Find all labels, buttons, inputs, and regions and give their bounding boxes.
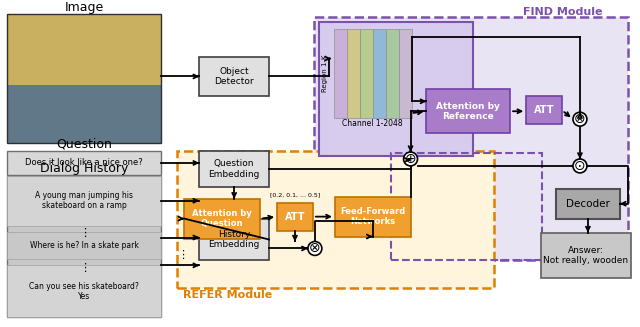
FancyBboxPatch shape [334, 29, 347, 118]
FancyBboxPatch shape [177, 151, 494, 288]
Text: Attention by
Reference: Attention by Reference [436, 102, 500, 121]
Text: ATT: ATT [534, 105, 554, 115]
FancyBboxPatch shape [314, 17, 628, 260]
FancyBboxPatch shape [199, 219, 269, 260]
Text: Channel 1-2048: Channel 1-2048 [342, 119, 403, 128]
Text: ⊗: ⊗ [309, 241, 321, 255]
Text: Object
Detector: Object Detector [214, 67, 254, 86]
Text: Answer:
Not really, wooden: Answer: Not really, wooden [543, 246, 628, 265]
FancyBboxPatch shape [7, 151, 161, 175]
FancyBboxPatch shape [556, 189, 620, 219]
Text: Region 1-K: Region 1-K [322, 55, 328, 92]
FancyBboxPatch shape [184, 199, 260, 238]
Circle shape [308, 242, 322, 255]
FancyBboxPatch shape [199, 151, 269, 187]
Circle shape [573, 159, 587, 173]
Circle shape [573, 112, 587, 126]
Text: ⊗: ⊗ [574, 112, 586, 126]
FancyBboxPatch shape [526, 96, 562, 124]
FancyBboxPatch shape [277, 203, 313, 231]
FancyBboxPatch shape [7, 232, 161, 259]
FancyBboxPatch shape [199, 57, 269, 96]
Text: [0.2, 0.1, ... 0.5]: [0.2, 0.1, ... 0.5] [270, 192, 320, 197]
Text: ⊕: ⊕ [404, 152, 417, 166]
FancyBboxPatch shape [347, 29, 360, 118]
FancyBboxPatch shape [541, 232, 631, 278]
Text: Decoder: Decoder [566, 199, 610, 209]
Text: A young man jumping his
skateboard on a ramp: A young man jumping his skateboard on a … [35, 191, 133, 211]
FancyBboxPatch shape [399, 29, 412, 118]
Text: Where is he? In a skate park: Where is he? In a skate park [30, 241, 139, 250]
Text: Does it look like a nice one?: Does it look like a nice one? [26, 159, 143, 167]
Text: Question
Embedding: Question Embedding [209, 159, 260, 179]
Text: Question: Question [56, 138, 112, 150]
Text: Feed-Forward
Networks: Feed-Forward Networks [340, 207, 405, 226]
Text: ATT: ATT [285, 212, 305, 222]
Text: Attention by
Question: Attention by Question [193, 209, 252, 228]
FancyBboxPatch shape [372, 29, 386, 118]
FancyBboxPatch shape [426, 89, 510, 133]
Text: ⊙: ⊙ [574, 159, 586, 173]
Text: History
Embedding: History Embedding [209, 230, 260, 249]
FancyBboxPatch shape [7, 176, 161, 226]
FancyBboxPatch shape [335, 197, 410, 236]
FancyBboxPatch shape [386, 29, 399, 118]
Text: FIND Module: FIND Module [524, 7, 603, 17]
Text: Image: Image [65, 1, 104, 14]
Text: ⋮: ⋮ [79, 228, 90, 237]
FancyBboxPatch shape [7, 85, 161, 143]
FancyBboxPatch shape [319, 22, 474, 156]
FancyBboxPatch shape [7, 265, 161, 317]
FancyBboxPatch shape [7, 176, 161, 317]
Text: Dialog History: Dialog History [40, 163, 129, 175]
FancyBboxPatch shape [7, 14, 161, 85]
FancyBboxPatch shape [360, 29, 372, 118]
Text: REFER Module: REFER Module [182, 290, 272, 300]
Text: ⋮: ⋮ [177, 250, 188, 260]
Circle shape [404, 152, 417, 166]
Text: ⋮: ⋮ [79, 263, 90, 273]
Text: Can you see his skateboard?
Yes: Can you see his skateboard? Yes [29, 282, 139, 301]
